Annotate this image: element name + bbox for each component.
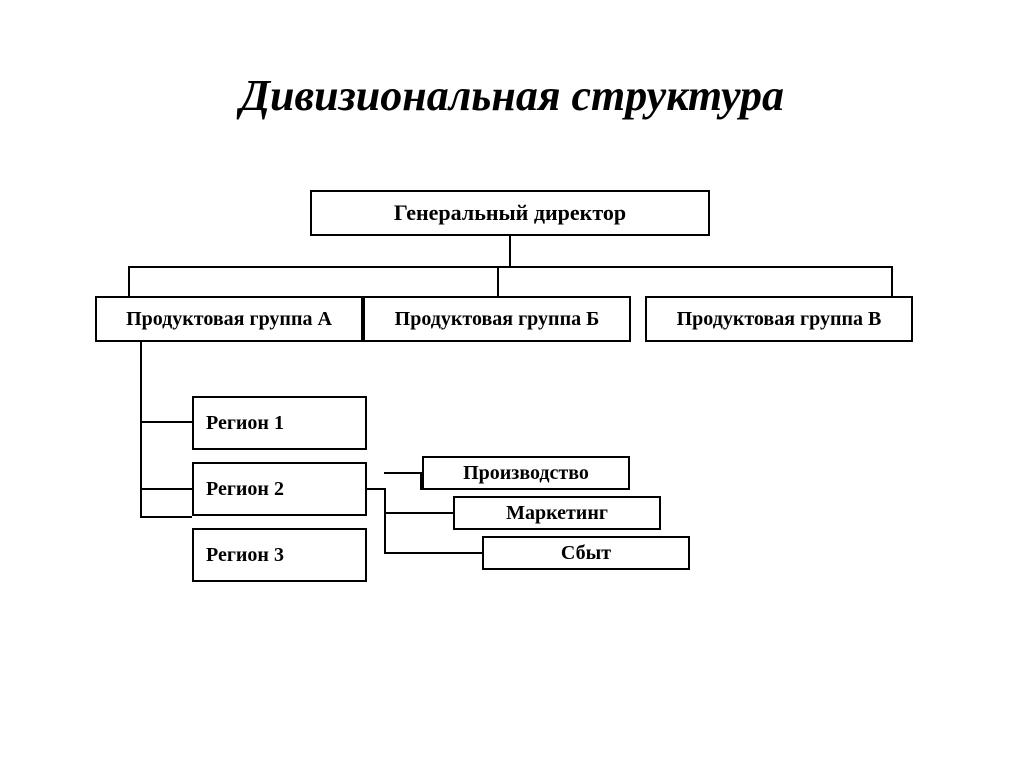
connector-line (128, 266, 130, 296)
node-group-v: Продуктовая группа В (645, 296, 913, 342)
node-production-label: Производство (463, 462, 589, 485)
node-region-1: Регион 1 (192, 396, 367, 450)
connector-line (140, 342, 142, 518)
node-ceo: Генеральный директор (310, 190, 710, 236)
node-region-1-label: Регион 1 (206, 412, 284, 435)
node-group-a-label: Продуктовая группа А (126, 308, 332, 331)
node-sales: Сбыт (482, 536, 690, 570)
connector-line (128, 266, 893, 268)
node-group-b-label: Продуктовая группа Б (395, 308, 600, 331)
connector-line (497, 266, 499, 296)
node-sales-label: Сбыт (561, 542, 611, 565)
node-region-3-label: Регион 3 (206, 544, 284, 567)
connector-line (140, 516, 192, 518)
connector-line (891, 266, 893, 296)
diagram-canvas: Дивизиональная структура Генеральный дир… (0, 0, 1024, 767)
connector-line (384, 512, 453, 514)
connector-line (509, 236, 511, 266)
connector-line (420, 472, 422, 490)
node-marketing-label: Маркетинг (506, 502, 608, 525)
node-region-2: Регион 2 (192, 462, 367, 516)
node-region-3: Регион 3 (192, 528, 367, 582)
page-title: Дивизиональная структура (0, 70, 1024, 121)
node-marketing: Маркетинг (453, 496, 661, 530)
node-ceo-label: Генеральный директор (394, 200, 626, 226)
connector-line (384, 552, 482, 554)
node-region-2-label: Регион 2 (206, 478, 284, 501)
connector-line (384, 472, 422, 474)
connector-line (140, 421, 192, 423)
node-group-a: Продуктовая группа А (95, 296, 363, 342)
node-production: Производство (422, 456, 630, 490)
node-group-v-label: Продуктовая группа В (677, 308, 882, 331)
connector-line (140, 488, 192, 490)
connector-line (367, 488, 384, 490)
connector-line (384, 488, 386, 552)
node-group-b: Продуктовая группа Б (363, 296, 631, 342)
